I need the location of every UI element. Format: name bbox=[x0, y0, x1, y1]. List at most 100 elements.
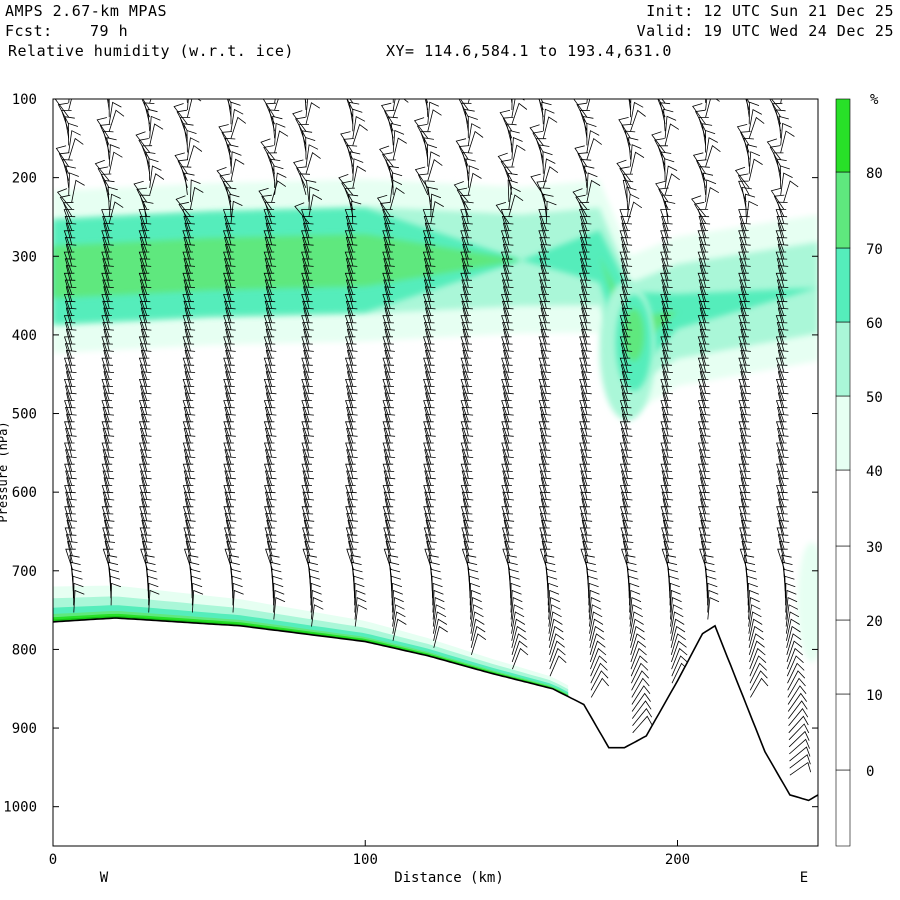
wind-barb bbox=[221, 131, 233, 153]
wind-barb bbox=[227, 99, 232, 118]
wind-barb bbox=[748, 618, 763, 641]
wind-barb bbox=[230, 158, 245, 181]
wind-barb bbox=[628, 99, 631, 111]
wind-barb bbox=[619, 166, 631, 189]
wind-barb bbox=[536, 180, 547, 203]
wind-barb bbox=[223, 442, 234, 465]
wind-barb bbox=[669, 582, 680, 606]
wind-barb bbox=[427, 109, 442, 132]
wind-barb bbox=[661, 385, 672, 408]
wind-barb bbox=[660, 506, 672, 528]
wind-barb bbox=[748, 101, 760, 125]
wind-barb bbox=[705, 179, 717, 203]
wind-barb bbox=[187, 99, 189, 111]
wind-barb bbox=[64, 506, 75, 528]
wind-barb bbox=[778, 115, 789, 139]
wind-barb bbox=[309, 575, 320, 599]
wind-barb bbox=[511, 640, 528, 663]
wind-barb bbox=[630, 633, 646, 656]
wind-barb bbox=[383, 527, 394, 549]
wind-barb bbox=[64, 463, 75, 486]
wind-barb bbox=[265, 392, 277, 415]
wind-barb bbox=[746, 99, 750, 118]
wind-barb bbox=[174, 152, 188, 174]
y-axis: 100 200 300 400 500 600 700 800 900 1000 bbox=[3, 92, 818, 816]
wind-barb bbox=[739, 548, 751, 571]
wind-barb bbox=[462, 413, 474, 436]
wind-barb bbox=[223, 379, 234, 401]
colorbar-label: 10 bbox=[866, 688, 883, 704]
wind-barb bbox=[540, 392, 552, 415]
wind-barb bbox=[467, 172, 482, 195]
wind-barb bbox=[734, 166, 750, 189]
wind-barb bbox=[621, 392, 633, 415]
wind-barb bbox=[455, 138, 469, 160]
wind-barb bbox=[432, 597, 445, 620]
y-tick-label: 100 bbox=[12, 92, 37, 108]
wind-barb bbox=[149, 165, 162, 188]
wind-barb bbox=[699, 166, 710, 189]
wind-barb bbox=[705, 129, 716, 153]
wind-barb bbox=[108, 193, 121, 217]
wind-barb bbox=[499, 109, 513, 132]
wind-barb bbox=[423, 485, 434, 507]
wind-barb bbox=[292, 110, 307, 132]
wind-barb bbox=[345, 442, 356, 465]
wind-barb bbox=[101, 442, 113, 465]
wind-barb bbox=[108, 144, 120, 167]
wind-barb bbox=[630, 144, 642, 167]
wind-barb bbox=[427, 159, 443, 181]
wind-barb bbox=[301, 130, 313, 153]
wind-barb-column bbox=[376, 99, 409, 641]
wind-barb bbox=[101, 485, 113, 507]
wind-barb bbox=[580, 385, 591, 408]
y-axis-title: Pressure (hPa) bbox=[0, 421, 10, 522]
wind-barb bbox=[142, 99, 151, 111]
wind-barb bbox=[748, 151, 761, 174]
wind-barb bbox=[232, 582, 243, 606]
wind-barb bbox=[586, 179, 601, 203]
wind-barb bbox=[223, 421, 234, 443]
wind-barb bbox=[631, 685, 651, 705]
wind-barb bbox=[699, 491, 710, 514]
wind-barb bbox=[345, 527, 357, 549]
wind-barb bbox=[268, 109, 280, 132]
wind-barb bbox=[707, 589, 719, 613]
wind-barb bbox=[630, 655, 648, 677]
wind-barb bbox=[629, 597, 642, 620]
wind-barb bbox=[190, 179, 201, 203]
terrain-ground bbox=[53, 618, 818, 846]
wind-barb bbox=[501, 506, 512, 528]
wind-barb bbox=[423, 463, 434, 486]
wind-barb bbox=[310, 589, 322, 613]
wind-barb bbox=[108, 109, 125, 132]
wind-barb bbox=[671, 655, 689, 677]
wind-barb bbox=[743, 137, 754, 160]
wind-barb bbox=[776, 442, 787, 465]
wind-barb bbox=[621, 124, 632, 146]
wind-barb bbox=[64, 364, 76, 387]
wind-barb bbox=[776, 364, 788, 387]
wind-barb bbox=[94, 159, 110, 182]
wind-barb bbox=[143, 102, 155, 125]
field-name: Relative humidity (w.r.t. ice) bbox=[8, 42, 294, 60]
wind-barb bbox=[704, 99, 706, 103]
wind-barb bbox=[670, 604, 683, 627]
valid-time: Valid: 19 UTC Wed 24 Dec 25 bbox=[636, 22, 894, 40]
wind-barb bbox=[737, 173, 750, 196]
wind-barb bbox=[747, 589, 759, 613]
wind-barb bbox=[101, 357, 113, 380]
wind-barb bbox=[788, 723, 810, 741]
wind-barb bbox=[392, 172, 403, 195]
wind-barb bbox=[139, 442, 150, 465]
wind-barb bbox=[68, 172, 79, 195]
wind-barb bbox=[182, 421, 194, 443]
wind-barb bbox=[543, 193, 554, 217]
wind-barb bbox=[102, 237, 113, 259]
wind-barb bbox=[453, 181, 469, 203]
wind-barb bbox=[579, 485, 590, 507]
wind-barb bbox=[57, 102, 70, 125]
wind-barb bbox=[622, 173, 634, 196]
wind-barb bbox=[102, 130, 114, 153]
